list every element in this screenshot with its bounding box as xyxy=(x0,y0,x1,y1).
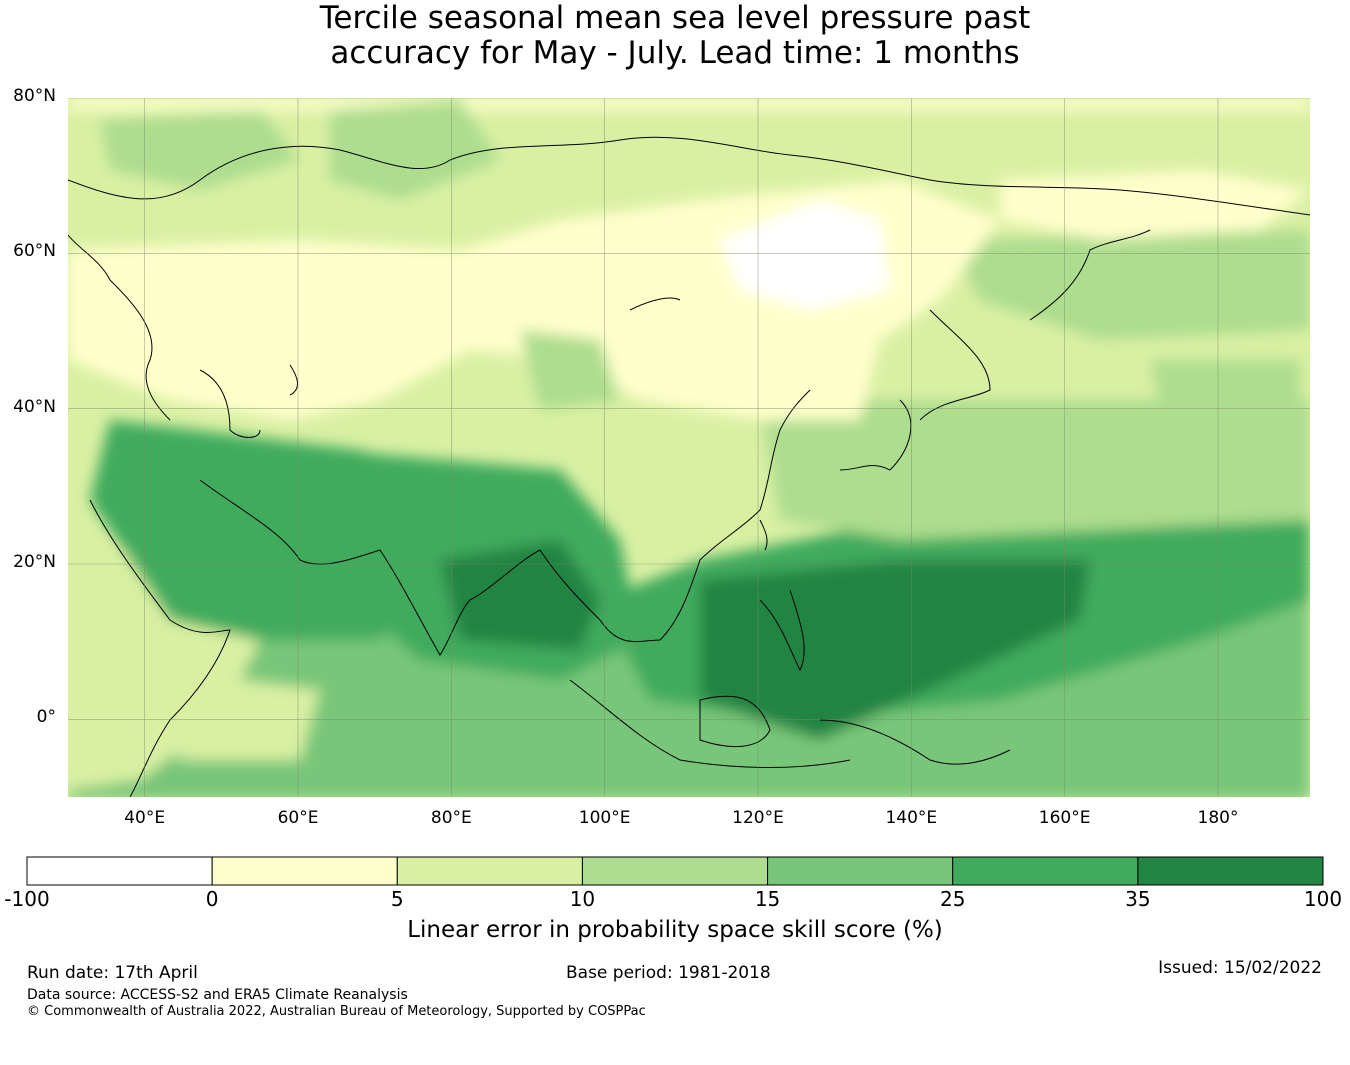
longitude-label: 40°E xyxy=(124,808,166,828)
longitude-label: 120°E xyxy=(732,808,784,828)
map-field xyxy=(68,98,1310,797)
issued-date: Issued: 15/02/2022 xyxy=(1158,958,1322,978)
longitude-label: 160°E xyxy=(1038,808,1091,828)
colorbar-tick-label: 25 xyxy=(939,887,966,911)
data-source: Data source: ACCESS-S2 and ERA5 Climate … xyxy=(27,987,408,1003)
colorbar-tick-label: 0 xyxy=(205,887,219,911)
colorbar-swatch xyxy=(26,856,213,886)
gridlines xyxy=(68,98,1310,797)
map-title-line-1: Tercile seasonal mean sea level pressure… xyxy=(319,0,1031,36)
region-tarim xyxy=(520,330,620,410)
region-west-siberia xyxy=(330,100,500,200)
coastlines xyxy=(68,136,1310,797)
latitude-label: 80°N xyxy=(13,86,56,106)
colorbar-swatch xyxy=(952,856,1139,886)
colorbar-tick-label: 35 xyxy=(1125,887,1151,911)
colorbar-swatch xyxy=(581,856,769,886)
colorbar-tick-label: 100 xyxy=(1303,887,1343,911)
latitude-label: 0° xyxy=(36,707,56,728)
region-pacific-patch xyxy=(1150,360,1300,410)
colorbar-tick-label: 5 xyxy=(390,887,404,911)
colorbar-tick-label: 10 xyxy=(569,887,596,911)
colorbar xyxy=(26,856,1324,886)
region-bay-of-bengal xyxy=(440,540,600,650)
latitude-label: 20°N xyxy=(13,552,56,572)
region-lake-baikal-area xyxy=(720,200,890,310)
colorbar-label: Linear error in probability space skill … xyxy=(407,917,943,943)
longitude-label: 80°E xyxy=(430,808,472,828)
latitude-label: 60°N xyxy=(13,241,56,262)
region-siberia-north xyxy=(100,110,300,190)
map-title-line-2: accuracy for May - July. Lead time: 1 mo… xyxy=(330,35,1020,71)
longitude-label: 140°E xyxy=(885,808,938,828)
longitude-label: 180° xyxy=(1197,808,1239,828)
longitude-label: 100°E xyxy=(578,808,631,828)
run-date: Run date: 17th April xyxy=(27,963,198,983)
region-arctic-edge xyxy=(68,98,1310,110)
colorbar-tick-label: -100 xyxy=(4,887,50,911)
region-north-pacific xyxy=(760,400,1310,540)
colorbar-swatch xyxy=(767,856,954,886)
colorbar-swatch xyxy=(211,856,398,886)
colorbar-swatch xyxy=(1137,856,1324,886)
longitude-label: 60°E xyxy=(277,808,319,828)
latitude-label: 40°N xyxy=(13,396,56,417)
copyright: © Commonwealth of Australia 2022, Austra… xyxy=(27,1004,646,1019)
region-western-pacific xyxy=(700,560,1090,740)
base-period: Base period: 1981-2018 xyxy=(566,963,771,983)
colorbar-swatch xyxy=(396,856,583,886)
colorbar-tick-label: 15 xyxy=(754,887,781,911)
region-east-africa-2 xyxy=(160,670,320,760)
